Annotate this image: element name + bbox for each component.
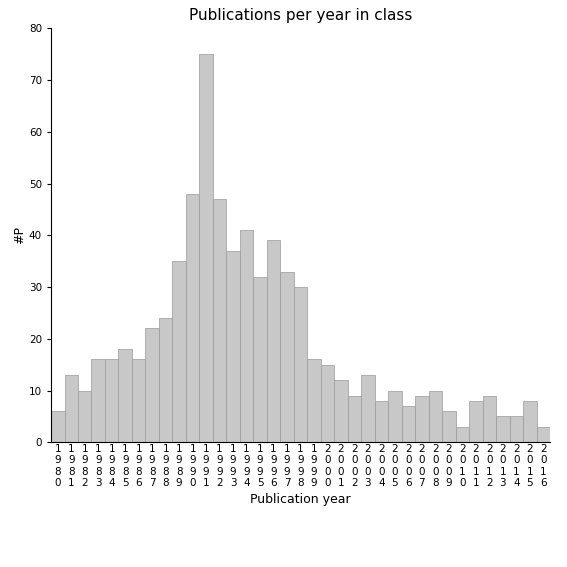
Bar	[415, 396, 429, 442]
Bar	[429, 391, 442, 442]
Bar	[159, 318, 172, 442]
Bar	[348, 396, 361, 442]
Bar	[226, 251, 240, 442]
Bar	[200, 54, 213, 442]
Bar	[132, 359, 145, 442]
Bar	[388, 391, 401, 442]
Bar	[172, 261, 186, 442]
Bar	[145, 328, 159, 442]
Title: Publications per year in class: Publications per year in class	[189, 8, 412, 23]
Y-axis label: #P: #P	[13, 226, 26, 244]
Bar	[307, 359, 321, 442]
Bar	[253, 277, 267, 442]
Bar	[510, 416, 523, 442]
Bar	[442, 411, 456, 442]
X-axis label: Publication year: Publication year	[250, 493, 351, 506]
Bar	[240, 230, 253, 442]
Bar	[65, 375, 78, 442]
Bar	[361, 375, 375, 442]
Bar	[213, 199, 226, 442]
Bar	[334, 380, 348, 442]
Bar	[456, 427, 469, 442]
Bar	[496, 416, 510, 442]
Bar	[105, 359, 119, 442]
Bar	[294, 287, 307, 442]
Bar	[119, 349, 132, 442]
Bar	[267, 240, 280, 442]
Bar	[78, 391, 91, 442]
Bar	[51, 411, 65, 442]
Bar	[401, 406, 415, 442]
Bar	[536, 427, 550, 442]
Bar	[523, 401, 536, 442]
Bar	[280, 272, 294, 442]
Bar	[321, 365, 334, 442]
Bar	[483, 396, 496, 442]
Bar	[91, 359, 105, 442]
Bar	[375, 401, 388, 442]
Bar	[469, 401, 483, 442]
Bar	[186, 194, 200, 442]
